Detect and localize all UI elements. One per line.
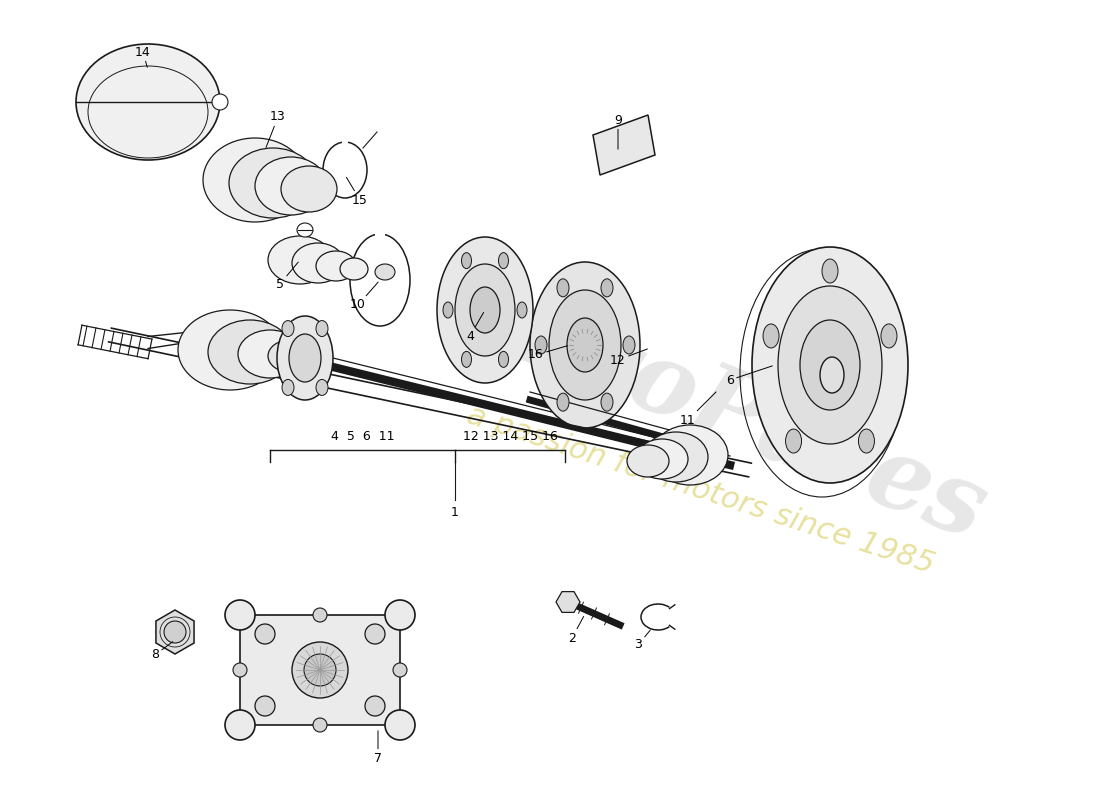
Ellipse shape <box>255 157 327 215</box>
Ellipse shape <box>340 258 368 280</box>
Ellipse shape <box>268 340 312 372</box>
Text: 4: 4 <box>466 313 484 342</box>
Text: 5: 5 <box>276 262 298 290</box>
Ellipse shape <box>76 44 220 160</box>
Ellipse shape <box>280 166 337 212</box>
Circle shape <box>255 624 275 644</box>
Ellipse shape <box>470 287 500 333</box>
Ellipse shape <box>785 429 802 453</box>
Circle shape <box>393 663 407 677</box>
Text: 16: 16 <box>528 346 568 362</box>
Circle shape <box>226 600 255 630</box>
Circle shape <box>385 710 415 740</box>
Circle shape <box>365 696 385 716</box>
Circle shape <box>385 600 415 630</box>
Ellipse shape <box>350 234 410 326</box>
Text: 6: 6 <box>726 366 772 386</box>
Text: 15: 15 <box>346 178 367 206</box>
Ellipse shape <box>268 236 332 284</box>
Circle shape <box>304 654 336 686</box>
Ellipse shape <box>178 310 282 390</box>
Ellipse shape <box>498 351 508 367</box>
Ellipse shape <box>292 243 344 283</box>
Ellipse shape <box>455 264 515 356</box>
Text: euroPares: euroPares <box>440 259 1000 561</box>
Circle shape <box>292 642 348 698</box>
Polygon shape <box>375 231 385 236</box>
Text: a passion for motors since 1985: a passion for motors since 1985 <box>463 401 937 579</box>
Ellipse shape <box>763 324 779 348</box>
Circle shape <box>233 663 248 677</box>
Text: 9: 9 <box>614 114 622 150</box>
Polygon shape <box>556 592 580 612</box>
Ellipse shape <box>323 142 367 198</box>
Text: 10: 10 <box>350 282 378 311</box>
Ellipse shape <box>636 439 688 479</box>
Ellipse shape <box>462 253 472 269</box>
Ellipse shape <box>820 357 844 393</box>
Ellipse shape <box>297 223 313 237</box>
Text: 8: 8 <box>151 642 173 662</box>
Ellipse shape <box>752 247 908 483</box>
Text: 4  5  6  11: 4 5 6 11 <box>331 430 394 442</box>
Ellipse shape <box>517 302 527 318</box>
Ellipse shape <box>623 336 635 354</box>
Text: 1: 1 <box>451 506 459 518</box>
Text: 12: 12 <box>610 349 648 366</box>
Ellipse shape <box>498 253 508 269</box>
Ellipse shape <box>822 259 838 283</box>
Text: 13: 13 <box>266 110 286 147</box>
Ellipse shape <box>462 351 472 367</box>
Ellipse shape <box>316 379 328 395</box>
Ellipse shape <box>277 316 333 400</box>
Ellipse shape <box>549 290 621 400</box>
Polygon shape <box>342 139 348 144</box>
Circle shape <box>314 718 327 732</box>
Text: 7: 7 <box>374 730 382 765</box>
Text: 12 13 14 15 16: 12 13 14 15 16 <box>463 430 558 442</box>
Ellipse shape <box>229 148 317 218</box>
Circle shape <box>365 624 385 644</box>
Ellipse shape <box>282 379 294 395</box>
Ellipse shape <box>557 279 569 297</box>
Ellipse shape <box>204 138 307 222</box>
Ellipse shape <box>208 320 292 384</box>
Ellipse shape <box>443 302 453 318</box>
Text: 2: 2 <box>568 617 584 645</box>
Text: 3: 3 <box>634 630 650 651</box>
Ellipse shape <box>282 321 294 337</box>
Ellipse shape <box>652 425 728 485</box>
Circle shape <box>314 608 327 622</box>
Ellipse shape <box>238 330 302 378</box>
Circle shape <box>226 710 255 740</box>
Ellipse shape <box>316 321 328 337</box>
Ellipse shape <box>858 429 874 453</box>
Ellipse shape <box>566 318 603 372</box>
Circle shape <box>255 696 275 716</box>
Circle shape <box>164 621 186 643</box>
Text: 11: 11 <box>680 392 716 426</box>
Polygon shape <box>593 115 654 175</box>
Ellipse shape <box>557 393 569 411</box>
Ellipse shape <box>530 262 640 428</box>
Polygon shape <box>240 615 400 725</box>
Ellipse shape <box>800 320 860 410</box>
Ellipse shape <box>627 445 669 477</box>
Ellipse shape <box>535 336 547 354</box>
Ellipse shape <box>778 286 882 444</box>
Ellipse shape <box>881 324 896 348</box>
Ellipse shape <box>644 432 708 482</box>
Ellipse shape <box>212 94 228 110</box>
Ellipse shape <box>601 279 613 297</box>
Ellipse shape <box>601 393 613 411</box>
Polygon shape <box>156 610 194 654</box>
Text: 14: 14 <box>135 46 151 67</box>
Ellipse shape <box>375 264 395 280</box>
Ellipse shape <box>316 251 356 281</box>
Ellipse shape <box>289 334 321 382</box>
Ellipse shape <box>437 237 534 383</box>
